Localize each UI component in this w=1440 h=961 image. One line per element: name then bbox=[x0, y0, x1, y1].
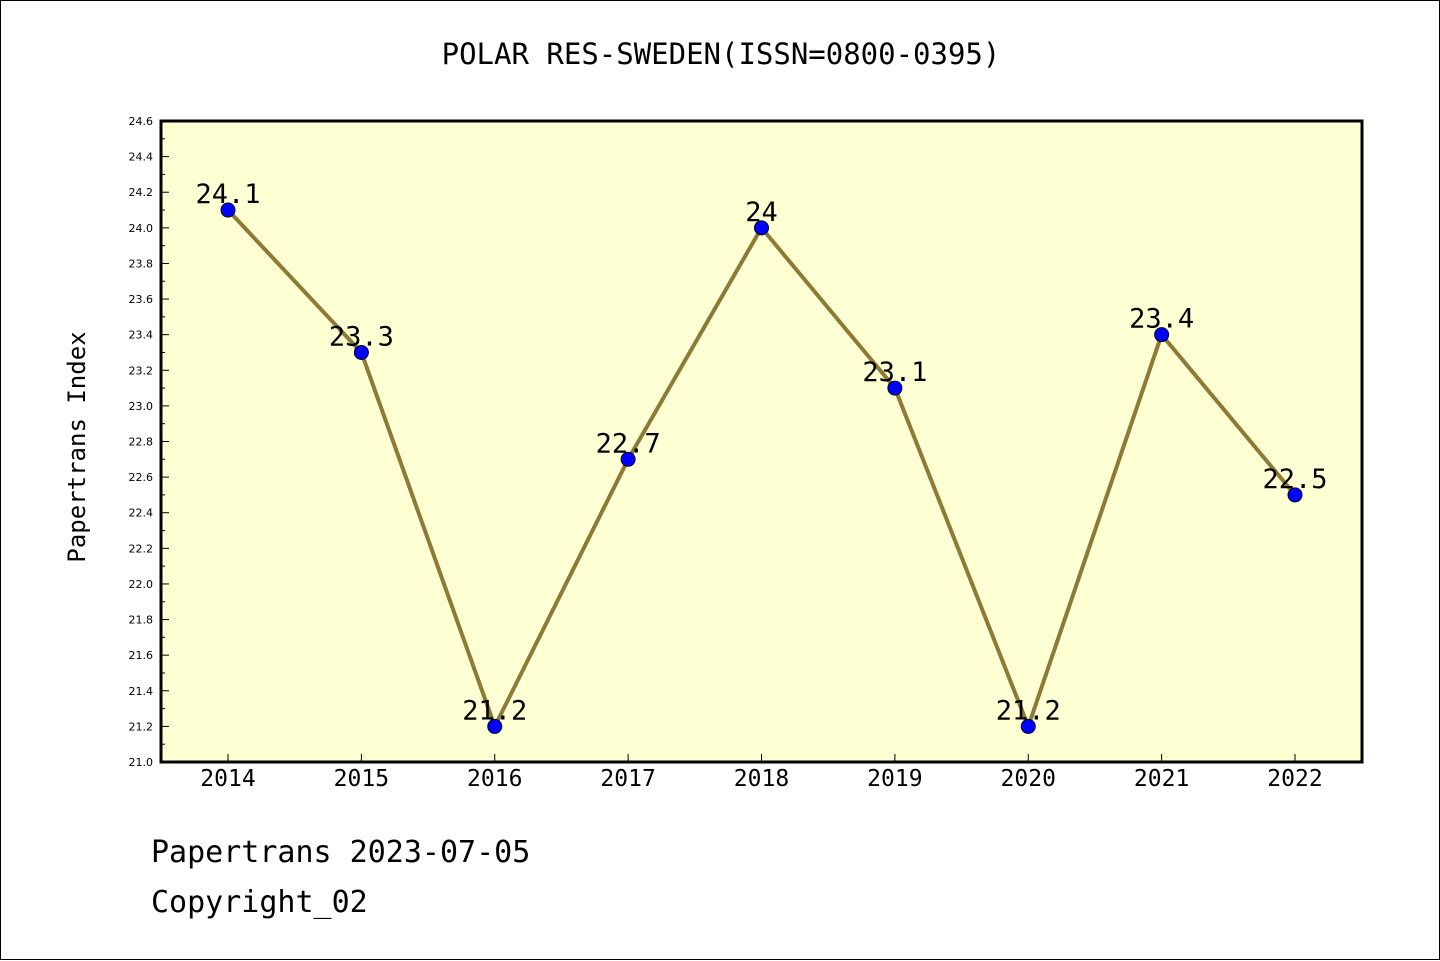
data-point-marker bbox=[487, 718, 503, 734]
footer-copyright: Copyright_02 bbox=[151, 885, 368, 920]
x-tick-label: 2020 bbox=[1001, 766, 1056, 792]
y-tick-label: 23.2 bbox=[129, 364, 154, 377]
y-tick-label: 23.0 bbox=[129, 400, 154, 413]
footer-date: Papertrans 2023-07-05 bbox=[151, 835, 531, 870]
y-tick-label: 24.4 bbox=[129, 151, 154, 164]
y-tick-label: 21.6 bbox=[129, 649, 154, 662]
data-point-marker bbox=[1287, 487, 1303, 503]
x-tick-label: 2016 bbox=[467, 766, 522, 792]
data-point-marker bbox=[754, 220, 769, 236]
y-tick-label: 22.8 bbox=[129, 436, 154, 449]
data-label: 22.5 bbox=[1262, 464, 1327, 495]
y-axis: 21.0 21.2 21.4 21.6 21.8 22.0 22.2 22.4 22.6 22.8… bbox=[129, 115, 169, 769]
y-tick-label: 24.6 bbox=[129, 115, 154, 128]
y-tick-label: 21.8 bbox=[129, 614, 154, 627]
x-tick-label: 2015 bbox=[334, 766, 389, 792]
x-tick-label: 2021 bbox=[1134, 766, 1189, 792]
data-label: 23.4 bbox=[1129, 304, 1194, 335]
y-tick-label: 24.0 bbox=[129, 222, 154, 235]
data-labels: 24.1 23.3 21.2 22.7 24 23.1 21.2 23.4 22.5 bbox=[195, 179, 1327, 726]
data-label: 21.2 bbox=[462, 695, 527, 726]
data-point-marker bbox=[220, 202, 236, 218]
y-axis-label: Papertrans Index bbox=[63, 331, 91, 562]
data-label: 21.2 bbox=[996, 695, 1061, 726]
data-markers bbox=[220, 202, 1303, 734]
x-tick-label: 2014 bbox=[200, 766, 255, 792]
x-tick-label: 2018 bbox=[734, 766, 789, 792]
data-label: 24 bbox=[745, 197, 778, 228]
y-tick-label: 23.6 bbox=[129, 293, 154, 306]
y-tick-label: 22.2 bbox=[129, 542, 154, 555]
y-tick-label: 21.0 bbox=[129, 756, 154, 769]
x-axis: 2014 2015 2016 2017 2018 2019 2020 2021 2022 bbox=[200, 754, 1323, 792]
data-label: 23.1 bbox=[862, 357, 927, 388]
y-tick-label: 23.8 bbox=[129, 257, 154, 270]
data-label: 22.7 bbox=[596, 428, 661, 459]
data-point-marker bbox=[1154, 327, 1170, 343]
data-point-marker bbox=[620, 451, 636, 467]
y-tick-label: 23.4 bbox=[129, 329, 154, 342]
y-tick-label: 22.0 bbox=[129, 578, 154, 591]
y-tick-label: 24.2 bbox=[129, 186, 154, 199]
data-point-marker bbox=[353, 344, 369, 360]
x-tick-label: 2022 bbox=[1267, 766, 1322, 792]
chart-title: POLAR RES-SWEDEN(ISSN=0800-0395) bbox=[441, 37, 1001, 71]
y-tick-label: 21.4 bbox=[129, 685, 154, 698]
x-tick-label: 2017 bbox=[600, 766, 655, 792]
y-tick-label: 22.6 bbox=[129, 471, 154, 484]
data-label: 24.1 bbox=[195, 179, 260, 210]
plot-border bbox=[159, 119, 1364, 764]
data-point-marker bbox=[887, 380, 903, 396]
x-tick-label: 2019 bbox=[867, 766, 922, 792]
y-tick-label: 22.4 bbox=[129, 507, 154, 520]
y-tick-label: 21.2 bbox=[129, 720, 154, 733]
data-point-marker bbox=[1020, 718, 1036, 734]
data-label: 23.3 bbox=[329, 321, 394, 352]
